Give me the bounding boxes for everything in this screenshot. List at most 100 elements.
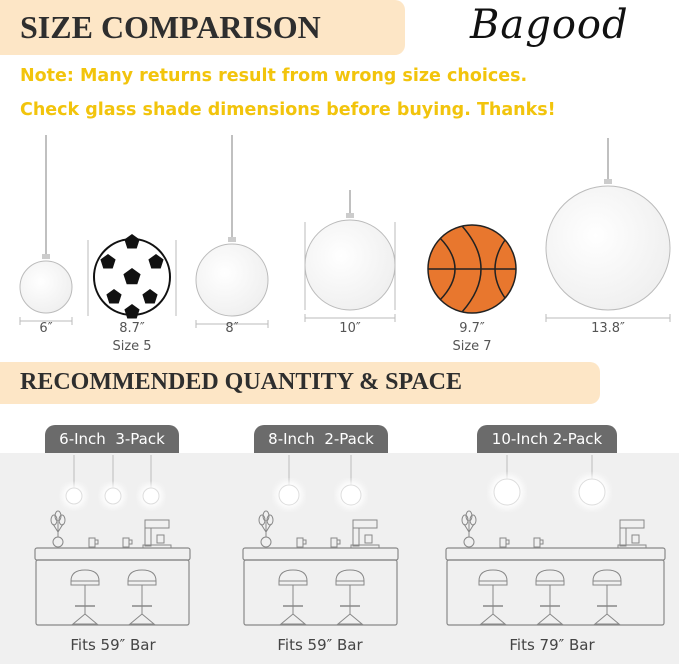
counter-top <box>445 547 666 561</box>
basketball-seam <box>494 239 506 299</box>
coffee-machine-base <box>142 544 172 549</box>
mug-handle <box>337 539 341 545</box>
size-label-8-7: 8.7″ <box>119 321 145 336</box>
tulip-icon <box>469 514 477 526</box>
stool-seat <box>478 569 508 582</box>
fits-label-3: Fits 79″ Bar <box>509 636 595 654</box>
note-line-1: Note: Many returns result from wrong siz… <box>20 66 528 86</box>
fits-label-1: Fits 59″ Bar <box>70 636 156 654</box>
size-label-10: 10″ <box>339 321 361 336</box>
coffee-cup <box>631 534 640 544</box>
globe-shade <box>19 260 73 314</box>
mug-icon <box>88 537 96 548</box>
mug-icon <box>499 537 507 548</box>
tulip-icon <box>266 514 274 526</box>
pendant-cap <box>604 179 612 184</box>
lamp-globe <box>340 484 362 506</box>
lamp-globe <box>65 487 83 505</box>
coffee-machine-icon <box>144 519 170 529</box>
soccer-patch <box>142 289 158 304</box>
soccer-patch <box>106 289 122 304</box>
size-sub-7: Size 7 <box>452 339 492 354</box>
section-title: RECOMMENDED QUANTITY & SPACE <box>20 369 463 395</box>
stool-seat <box>278 569 308 582</box>
stool-cushion <box>127 580 157 586</box>
coffee-machine-body <box>619 527 627 547</box>
mug-handle <box>129 539 133 545</box>
flower-stems <box>260 522 272 537</box>
flower-stems <box>52 522 64 537</box>
size-label-9-7: 9.7″ <box>459 321 485 336</box>
counter-top <box>242 547 399 561</box>
size-label-6: 6″ <box>39 321 53 336</box>
brand-logo: Bagood <box>470 2 629 48</box>
soccer-patch <box>124 234 140 249</box>
coffee-machine-body <box>352 527 360 547</box>
stool-base <box>536 613 564 625</box>
tulip-icon <box>58 514 66 526</box>
page-title: SIZE COMPARISON <box>20 9 321 45</box>
soccer-patch <box>123 268 141 285</box>
stool-seat <box>535 569 565 582</box>
stool-cushion <box>592 580 622 586</box>
stool-base <box>128 613 156 625</box>
vase-icon <box>260 536 272 548</box>
stool-cushion <box>70 580 100 586</box>
soccer-patch <box>148 254 164 269</box>
coffee-machine-base <box>350 544 380 549</box>
stool-base <box>71 613 99 625</box>
stool-seat <box>335 569 365 582</box>
lamp-globe <box>278 484 300 506</box>
tab-8-inch: 8-Inch 2-Pack <box>254 425 388 453</box>
coffee-machine-base <box>617 544 647 549</box>
pendant-cap <box>42 254 50 259</box>
mug-handle <box>506 539 510 545</box>
lamp-globe <box>142 487 160 505</box>
stool-cushion <box>535 580 565 586</box>
tulip-icon <box>54 510 62 522</box>
mug-icon <box>296 537 304 548</box>
tulip-icon <box>258 514 266 526</box>
lamp-globe <box>493 478 521 506</box>
vase-icon <box>52 536 64 548</box>
stool-base <box>279 613 307 625</box>
coffee-cup <box>156 534 165 544</box>
stool-base <box>336 613 364 625</box>
vase-icon <box>463 536 475 548</box>
size-comparison-header: SIZE COMPARISON <box>0 0 405 55</box>
pendant-cap <box>346 213 354 218</box>
mug-handle <box>303 539 307 545</box>
stool-cushion <box>478 580 508 586</box>
stool-seat <box>127 569 157 582</box>
coffee-machine-body <box>144 527 152 547</box>
coffee-machine-icon <box>619 519 645 529</box>
globe-shade <box>304 219 396 311</box>
fits-label-2: Fits 59″ Bar <box>277 636 363 654</box>
tulip-icon <box>262 510 270 522</box>
stool-cushion <box>278 580 308 586</box>
mug-handle <box>95 539 99 545</box>
size-label-8: 8″ <box>225 321 239 336</box>
mug-icon <box>330 537 338 548</box>
soccer-patch <box>100 254 116 269</box>
lamp-globe <box>578 478 606 506</box>
basketball-seam <box>461 225 482 313</box>
soccer-patch <box>124 304 140 319</box>
globe-shade <box>195 243 269 317</box>
tulip-icon <box>461 514 469 526</box>
coffee-cup <box>364 534 373 544</box>
stool-seat <box>592 569 622 582</box>
basketball-seam <box>439 237 456 301</box>
mug-icon <box>122 537 130 548</box>
note-line-2: Check glass shade dimensions before buyi… <box>20 100 556 120</box>
size-label-13-8: 13.8″ <box>591 321 625 336</box>
quantity-header: RECOMMENDED QUANTITY & SPACE <box>0 362 600 404</box>
stool-cushion <box>335 580 365 586</box>
mug-icon <box>533 537 541 548</box>
coffee-machine-icon <box>352 519 378 529</box>
stool-base <box>479 613 507 625</box>
tab-10-inch: 10-Inch 2-Pack <box>477 425 617 453</box>
stool-seat <box>70 569 100 582</box>
mug-handle <box>540 539 544 545</box>
